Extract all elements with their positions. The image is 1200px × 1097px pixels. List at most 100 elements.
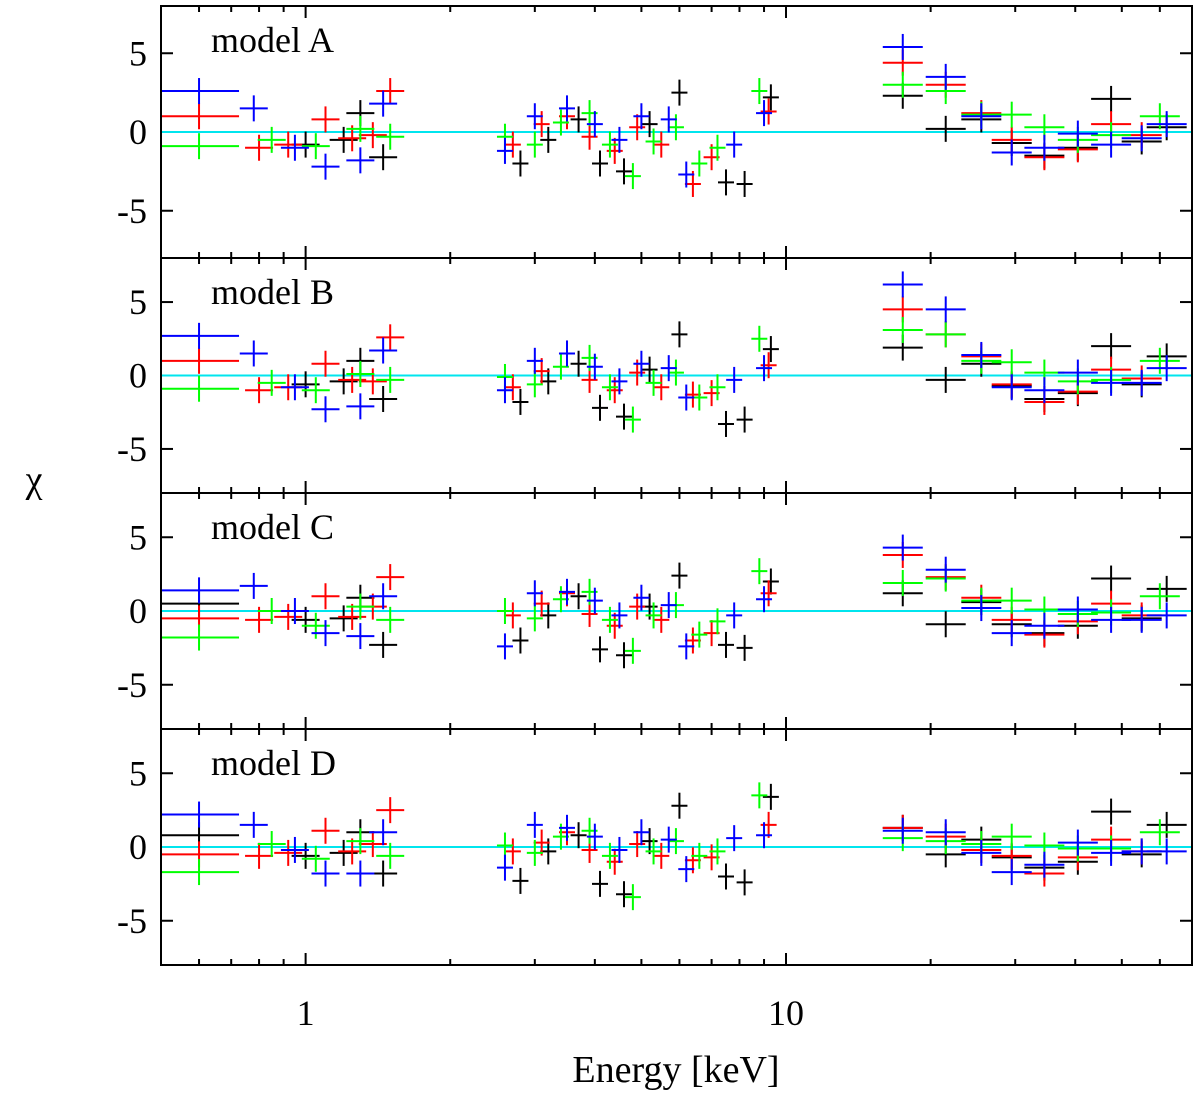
- data-point-green: [257, 831, 286, 858]
- data-point-blue: [369, 819, 398, 846]
- data-point-blue: [1057, 120, 1098, 147]
- data-point-blue: [369, 90, 398, 117]
- y-tick-label: 0: [129, 591, 147, 631]
- data-point-blue: [311, 860, 340, 887]
- data-point-red: [629, 114, 646, 141]
- data-point-red: [338, 838, 367, 865]
- data-point-black: [736, 634, 753, 661]
- data-point-blue: [991, 139, 1032, 166]
- data-point-blue: [558, 340, 575, 367]
- panels-layer: 5 0 -5 model A 5 0 -5 model B 5 0 -5 model C 5 0 -5 mod…: [117, 5, 1193, 1033]
- data-point-red: [245, 377, 274, 404]
- data-point-red: [504, 602, 521, 629]
- data-point-red: [684, 381, 701, 408]
- data-point-blue: [726, 366, 743, 393]
- data-point-blue: [756, 822, 773, 849]
- data-point-red: [760, 352, 777, 379]
- data-point-blue: [1024, 851, 1065, 878]
- data-point-red: [760, 98, 777, 125]
- data-point-green: [526, 839, 543, 866]
- data-point-black: [1091, 85, 1132, 112]
- data-point-blue: [239, 340, 268, 367]
- data-point-red: [274, 839, 303, 866]
- data-point-blue: [280, 836, 309, 863]
- data-point-black: [591, 870, 608, 897]
- data-point-blue: [162, 322, 240, 349]
- data-point-black: [925, 366, 966, 393]
- data-point-green: [526, 605, 543, 632]
- data-point-black: [1146, 811, 1187, 838]
- data-point-blue: [1091, 131, 1132, 158]
- data-point-blue: [558, 578, 575, 605]
- data-point-red: [504, 131, 521, 158]
- data-point-blue: [1091, 839, 1132, 866]
- data-point-green: [624, 406, 641, 433]
- data-point-green: [991, 349, 1032, 376]
- data-point-red: [311, 106, 340, 133]
- data-point-black: [736, 406, 753, 433]
- data-point-green: [346, 593, 375, 620]
- data-point-blue: [311, 396, 340, 423]
- data-point-green: [645, 369, 662, 396]
- data-point-blue: [496, 633, 513, 660]
- data-point-blue: [586, 353, 603, 380]
- data-point-blue: [346, 623, 375, 650]
- data-point-blue: [726, 825, 743, 852]
- data-point-blue: [961, 341, 1002, 368]
- x-axis-label: Energy [keV]: [572, 1049, 779, 1091]
- data-point-blue: [882, 33, 923, 60]
- y-tick-label: 5: [129, 282, 147, 322]
- data-point-blue: [346, 860, 375, 887]
- data-point-blue: [633, 584, 650, 611]
- data-point-red: [684, 627, 701, 654]
- data-point-red: [311, 350, 340, 377]
- y-tick-label: -5: [117, 665, 147, 705]
- data-point-red: [653, 606, 670, 633]
- data-point-green: [346, 115, 375, 142]
- data-point-blue: [660, 592, 677, 619]
- data-point-blue: [1146, 602, 1187, 629]
- data-point-red: [760, 811, 777, 838]
- data-point-blue: [1121, 606, 1162, 633]
- data-point-red: [653, 374, 670, 401]
- data-point-blue: [961, 595, 1002, 622]
- data-point-green: [601, 606, 618, 633]
- data-point-black: [329, 126, 358, 153]
- data-point-blue: [1146, 111, 1187, 138]
- data-point-red: [162, 103, 240, 130]
- data-point-green: [346, 361, 375, 388]
- data-point-green: [301, 377, 330, 404]
- data-point-green: [301, 133, 330, 160]
- data-point-green: [709, 134, 726, 161]
- data-point-blue: [496, 854, 513, 881]
- data-point-red: [162, 605, 240, 632]
- data-point-blue: [162, 78, 240, 105]
- data-point-blue: [991, 620, 1032, 647]
- data-point-blue: [925, 556, 966, 583]
- data-point-red: [376, 78, 405, 105]
- data-point-blue: [882, 817, 923, 844]
- data-point-red: [338, 603, 367, 630]
- data-point-black: [512, 867, 529, 894]
- data-point-black: [671, 321, 688, 348]
- data-point-red: [504, 374, 521, 401]
- data-point-blue: [162, 577, 240, 604]
- y-tick-label: 0: [129, 827, 147, 867]
- data-point-black: [570, 822, 587, 849]
- data-point-blue: [1146, 838, 1187, 865]
- x-tick-label: 10: [768, 993, 804, 1033]
- data-point-black: [762, 84, 779, 111]
- data-point-red: [376, 564, 405, 591]
- data-point-green: [751, 558, 768, 585]
- data-point-black: [641, 828, 658, 855]
- data-point-red: [162, 841, 240, 868]
- data-point-green: [376, 606, 405, 633]
- data-point-black: [512, 627, 529, 654]
- data-point-blue: [678, 161, 695, 188]
- data-point-green: [691, 842, 708, 869]
- data-point-black: [641, 111, 658, 138]
- data-point-blue: [280, 374, 309, 401]
- data-point-blue: [756, 586, 773, 613]
- data-point-blue: [1057, 596, 1098, 623]
